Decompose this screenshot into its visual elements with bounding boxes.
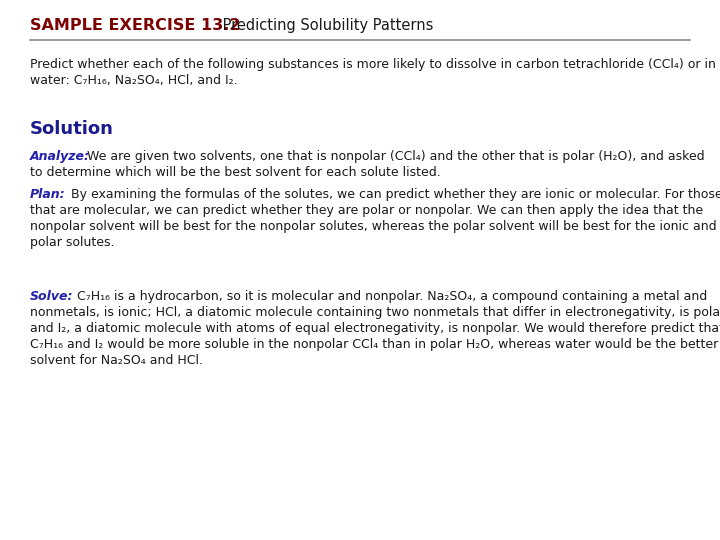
Text: water: C₇H₁₆, Na₂SO₄, HCl, and I₂.: water: C₇H₁₆, Na₂SO₄, HCl, and I₂. <box>30 74 238 87</box>
Text: Predicting Solubility Patterns: Predicting Solubility Patterns <box>218 18 433 33</box>
Text: C₇H₁₆ is a hydrocarbon, so it is molecular and nonpolar. Na₂SO₄, a compound cont: C₇H₁₆ is a hydrocarbon, so it is molecul… <box>73 290 707 303</box>
Text: nonpolar solvent will be best for the nonpolar solutes, whereas the polar solven: nonpolar solvent will be best for the no… <box>30 220 716 233</box>
Text: SAMPLE EXERCISE 13.2: SAMPLE EXERCISE 13.2 <box>30 18 240 33</box>
Text: By examining the formulas of the solutes, we can predict whether they are ionic : By examining the formulas of the solutes… <box>67 188 720 201</box>
Text: Analyze:: Analyze: <box>30 150 90 163</box>
Text: C₇H₁₆ and I₂ would be more soluble in the nonpolar CCl₄ than in polar H₂O, where: C₇H₁₆ and I₂ would be more soluble in th… <box>30 338 719 351</box>
Text: We are given two solvents, one that is nonpolar (CCl₄) and the other that is pol: We are given two solvents, one that is n… <box>83 150 705 163</box>
Text: nonmetals, is ionic; HCl, a diatomic molecule containing two nonmetals that diff: nonmetals, is ionic; HCl, a diatomic mol… <box>30 306 720 319</box>
Text: Solution: Solution <box>30 120 114 138</box>
Text: Predict whether each of the following substances is more likely to dissolve in c: Predict whether each of the following su… <box>30 58 716 71</box>
Text: to determine which will be the best solvent for each solute listed.: to determine which will be the best solv… <box>30 166 441 179</box>
Text: that are molecular, we can predict whether they are polar or nonpolar. We can th: that are molecular, we can predict wheth… <box>30 204 703 217</box>
Text: Plan:: Plan: <box>30 188 66 201</box>
Text: Solve:: Solve: <box>30 290 73 303</box>
Text: solvent for Na₂SO₄ and HCl.: solvent for Na₂SO₄ and HCl. <box>30 354 203 367</box>
Text: polar solutes.: polar solutes. <box>30 236 114 249</box>
Text: and I₂, a diatomic molecule with atoms of equal electronegativity, is nonpolar. : and I₂, a diatomic molecule with atoms o… <box>30 322 720 335</box>
